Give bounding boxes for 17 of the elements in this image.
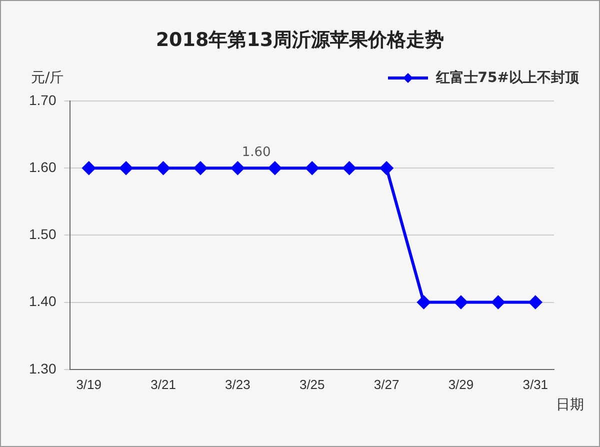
y-tick-label: 1.30 xyxy=(29,360,56,376)
x-tick-label: 3/31 xyxy=(522,376,548,392)
annotation: 1.60 xyxy=(242,145,271,160)
legend-label: 红富士75#以上不封顶 xyxy=(436,69,579,87)
x-tick-label: 3/21 xyxy=(150,376,176,392)
y-tick-label: 1.40 xyxy=(29,293,56,310)
chart-title: 2018年第13周沂源苹果价格走势 xyxy=(154,28,446,53)
x-tick-label: 3/27 xyxy=(374,376,400,392)
y-tick-label: 1.50 xyxy=(29,226,56,242)
x-tick-label: 3/19 xyxy=(76,376,102,392)
x-tick-label: 3/25 xyxy=(299,376,325,392)
y-tick-label: 1.60 xyxy=(29,158,56,175)
y-axis-title: 元/斤 xyxy=(31,69,64,87)
x-tick-label: 3/23 xyxy=(225,376,250,392)
x-axis-title: 日期 xyxy=(556,396,584,414)
y-tick-label: 1.70 xyxy=(29,92,56,108)
x-tick-label: 3/29 xyxy=(448,376,474,392)
